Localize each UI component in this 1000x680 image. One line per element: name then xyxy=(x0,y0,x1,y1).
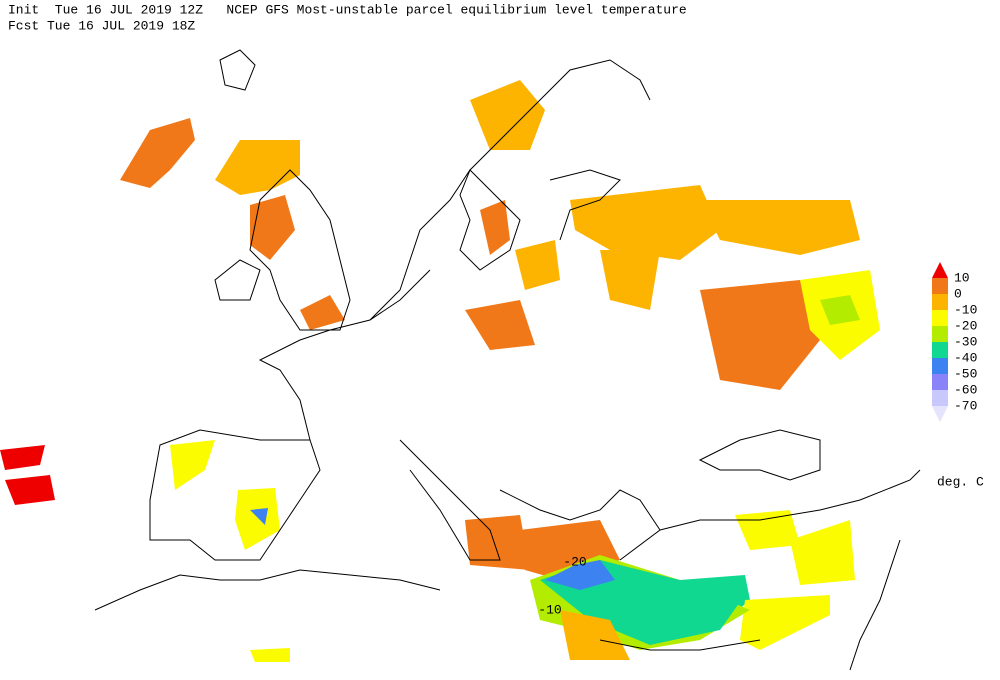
legend-swatch xyxy=(932,358,948,374)
legend-label: -30 xyxy=(954,334,977,349)
legend-arrow xyxy=(932,406,948,422)
legend-label: 10 xyxy=(954,270,970,285)
patch xyxy=(0,445,45,470)
coastline xyxy=(849,539,901,671)
patch xyxy=(820,295,860,325)
patch xyxy=(470,80,545,150)
legend-label: -50 xyxy=(954,366,977,381)
legend-swatch xyxy=(932,326,948,342)
legend-label: -70 xyxy=(954,398,977,413)
coastline xyxy=(399,439,501,561)
legend-swatch xyxy=(932,294,948,310)
color-legend: 100-10-20-30-40-50-60-70 xyxy=(932,262,977,422)
legend-swatch xyxy=(932,390,948,406)
patch xyxy=(700,280,820,390)
coastline xyxy=(698,429,821,481)
coastline xyxy=(369,59,651,321)
patch xyxy=(465,300,535,350)
coastline xyxy=(549,169,621,241)
patch xyxy=(790,520,855,585)
patch xyxy=(600,250,660,310)
patch xyxy=(250,195,295,260)
legend-arrow xyxy=(932,262,948,278)
coastlines xyxy=(94,49,921,671)
fcst-line: Fcst Tue 16 JUL 2019 18Z xyxy=(8,18,195,33)
patch xyxy=(545,560,615,590)
patch xyxy=(570,185,720,260)
legend-unit: deg. C xyxy=(937,474,984,489)
coastline xyxy=(149,429,321,561)
coastline xyxy=(249,169,351,331)
contour-label: -20 xyxy=(563,554,586,569)
patch xyxy=(5,475,55,505)
coastline xyxy=(459,169,521,271)
coastline xyxy=(214,259,261,301)
legend-label: 0 xyxy=(954,286,962,301)
patch xyxy=(465,515,530,570)
field-patches xyxy=(0,80,880,662)
coastline xyxy=(599,639,761,651)
coastline xyxy=(219,49,256,91)
patch xyxy=(235,488,280,550)
patch xyxy=(740,595,830,650)
init-line: Init Tue 16 JUL 2019 12Z NCEP GFS Most-u… xyxy=(8,2,687,17)
patch xyxy=(250,648,290,662)
legend-label: -60 xyxy=(954,382,977,397)
legend-swatch xyxy=(932,342,948,358)
patch xyxy=(560,610,630,660)
contour-label: -10 xyxy=(538,602,561,617)
coastline xyxy=(659,469,921,531)
legend-label: -40 xyxy=(954,350,977,365)
legend-label: -10 xyxy=(954,302,977,317)
patch xyxy=(120,118,195,188)
patch xyxy=(250,508,268,525)
patch xyxy=(700,200,860,255)
legend-swatch xyxy=(932,374,948,390)
coastline xyxy=(258,269,431,441)
legend-swatch xyxy=(932,310,948,326)
patch xyxy=(170,440,215,490)
patch xyxy=(300,295,345,330)
legend-label: -20 xyxy=(954,318,977,333)
legend-swatch xyxy=(932,278,948,294)
coastline xyxy=(94,569,441,611)
patch xyxy=(515,240,560,290)
coastline xyxy=(499,489,661,561)
patch xyxy=(480,200,510,255)
